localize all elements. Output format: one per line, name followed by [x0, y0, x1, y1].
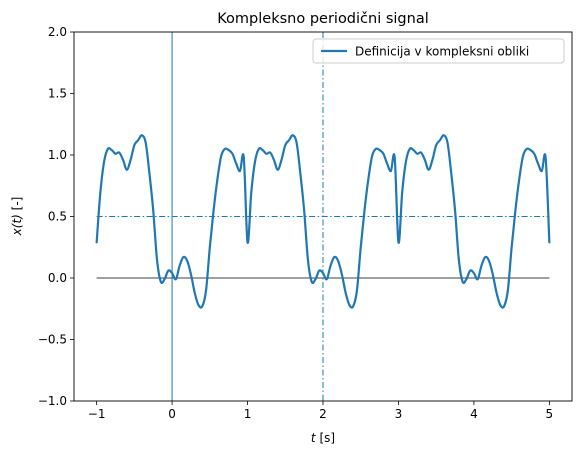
y-axis-label-variable: x(t)	[10, 214, 24, 236]
y-tick-label: 0.0	[48, 271, 67, 285]
y-tick-label: 0.5	[48, 210, 67, 224]
legend: Definicija v kompleksni obliki	[312, 38, 565, 64]
legend-box	[312, 38, 565, 64]
y-tick-label: 1.5	[48, 87, 67, 101]
x-tick-label: 4	[470, 407, 478, 421]
y-tick-label: −1.0	[38, 394, 67, 408]
y-tick-label: 1.0	[48, 148, 67, 162]
y-axis-label-unit: [-]	[10, 197, 24, 215]
plot-frame	[73, 31, 573, 402]
x-tick-label: 3	[395, 407, 403, 421]
legend-label: Definicija v kompleksni obliki	[355, 45, 529, 59]
y-tick-label: 2.0	[48, 25, 67, 39]
y-axis-ticks: −1.0 −0.5 0.0 0.5 1.0 1.5 2.0	[38, 25, 74, 408]
x-tick-label: −1	[88, 407, 106, 421]
y-tick-label: −0.5	[38, 333, 67, 347]
x-axis-label-unit: [s]	[316, 431, 335, 445]
x-axis-ticks: −1 0 1 2 3 4 5	[88, 401, 553, 421]
signal-series-line	[95, 134, 551, 309]
plot-area	[95, 32, 551, 401]
x-axis-label: t [s]	[311, 431, 335, 445]
x-tick-label: 0	[168, 407, 176, 421]
x-tick-label: 2	[319, 407, 327, 421]
x-axis-label-variable: t	[311, 431, 317, 445]
y-axis-label: x(t) [-]	[10, 197, 24, 237]
chart-title: Kompleksno periodični signal	[217, 11, 428, 27]
x-tick-label: 5	[546, 407, 554, 421]
x-tick-label: 1	[244, 407, 252, 421]
